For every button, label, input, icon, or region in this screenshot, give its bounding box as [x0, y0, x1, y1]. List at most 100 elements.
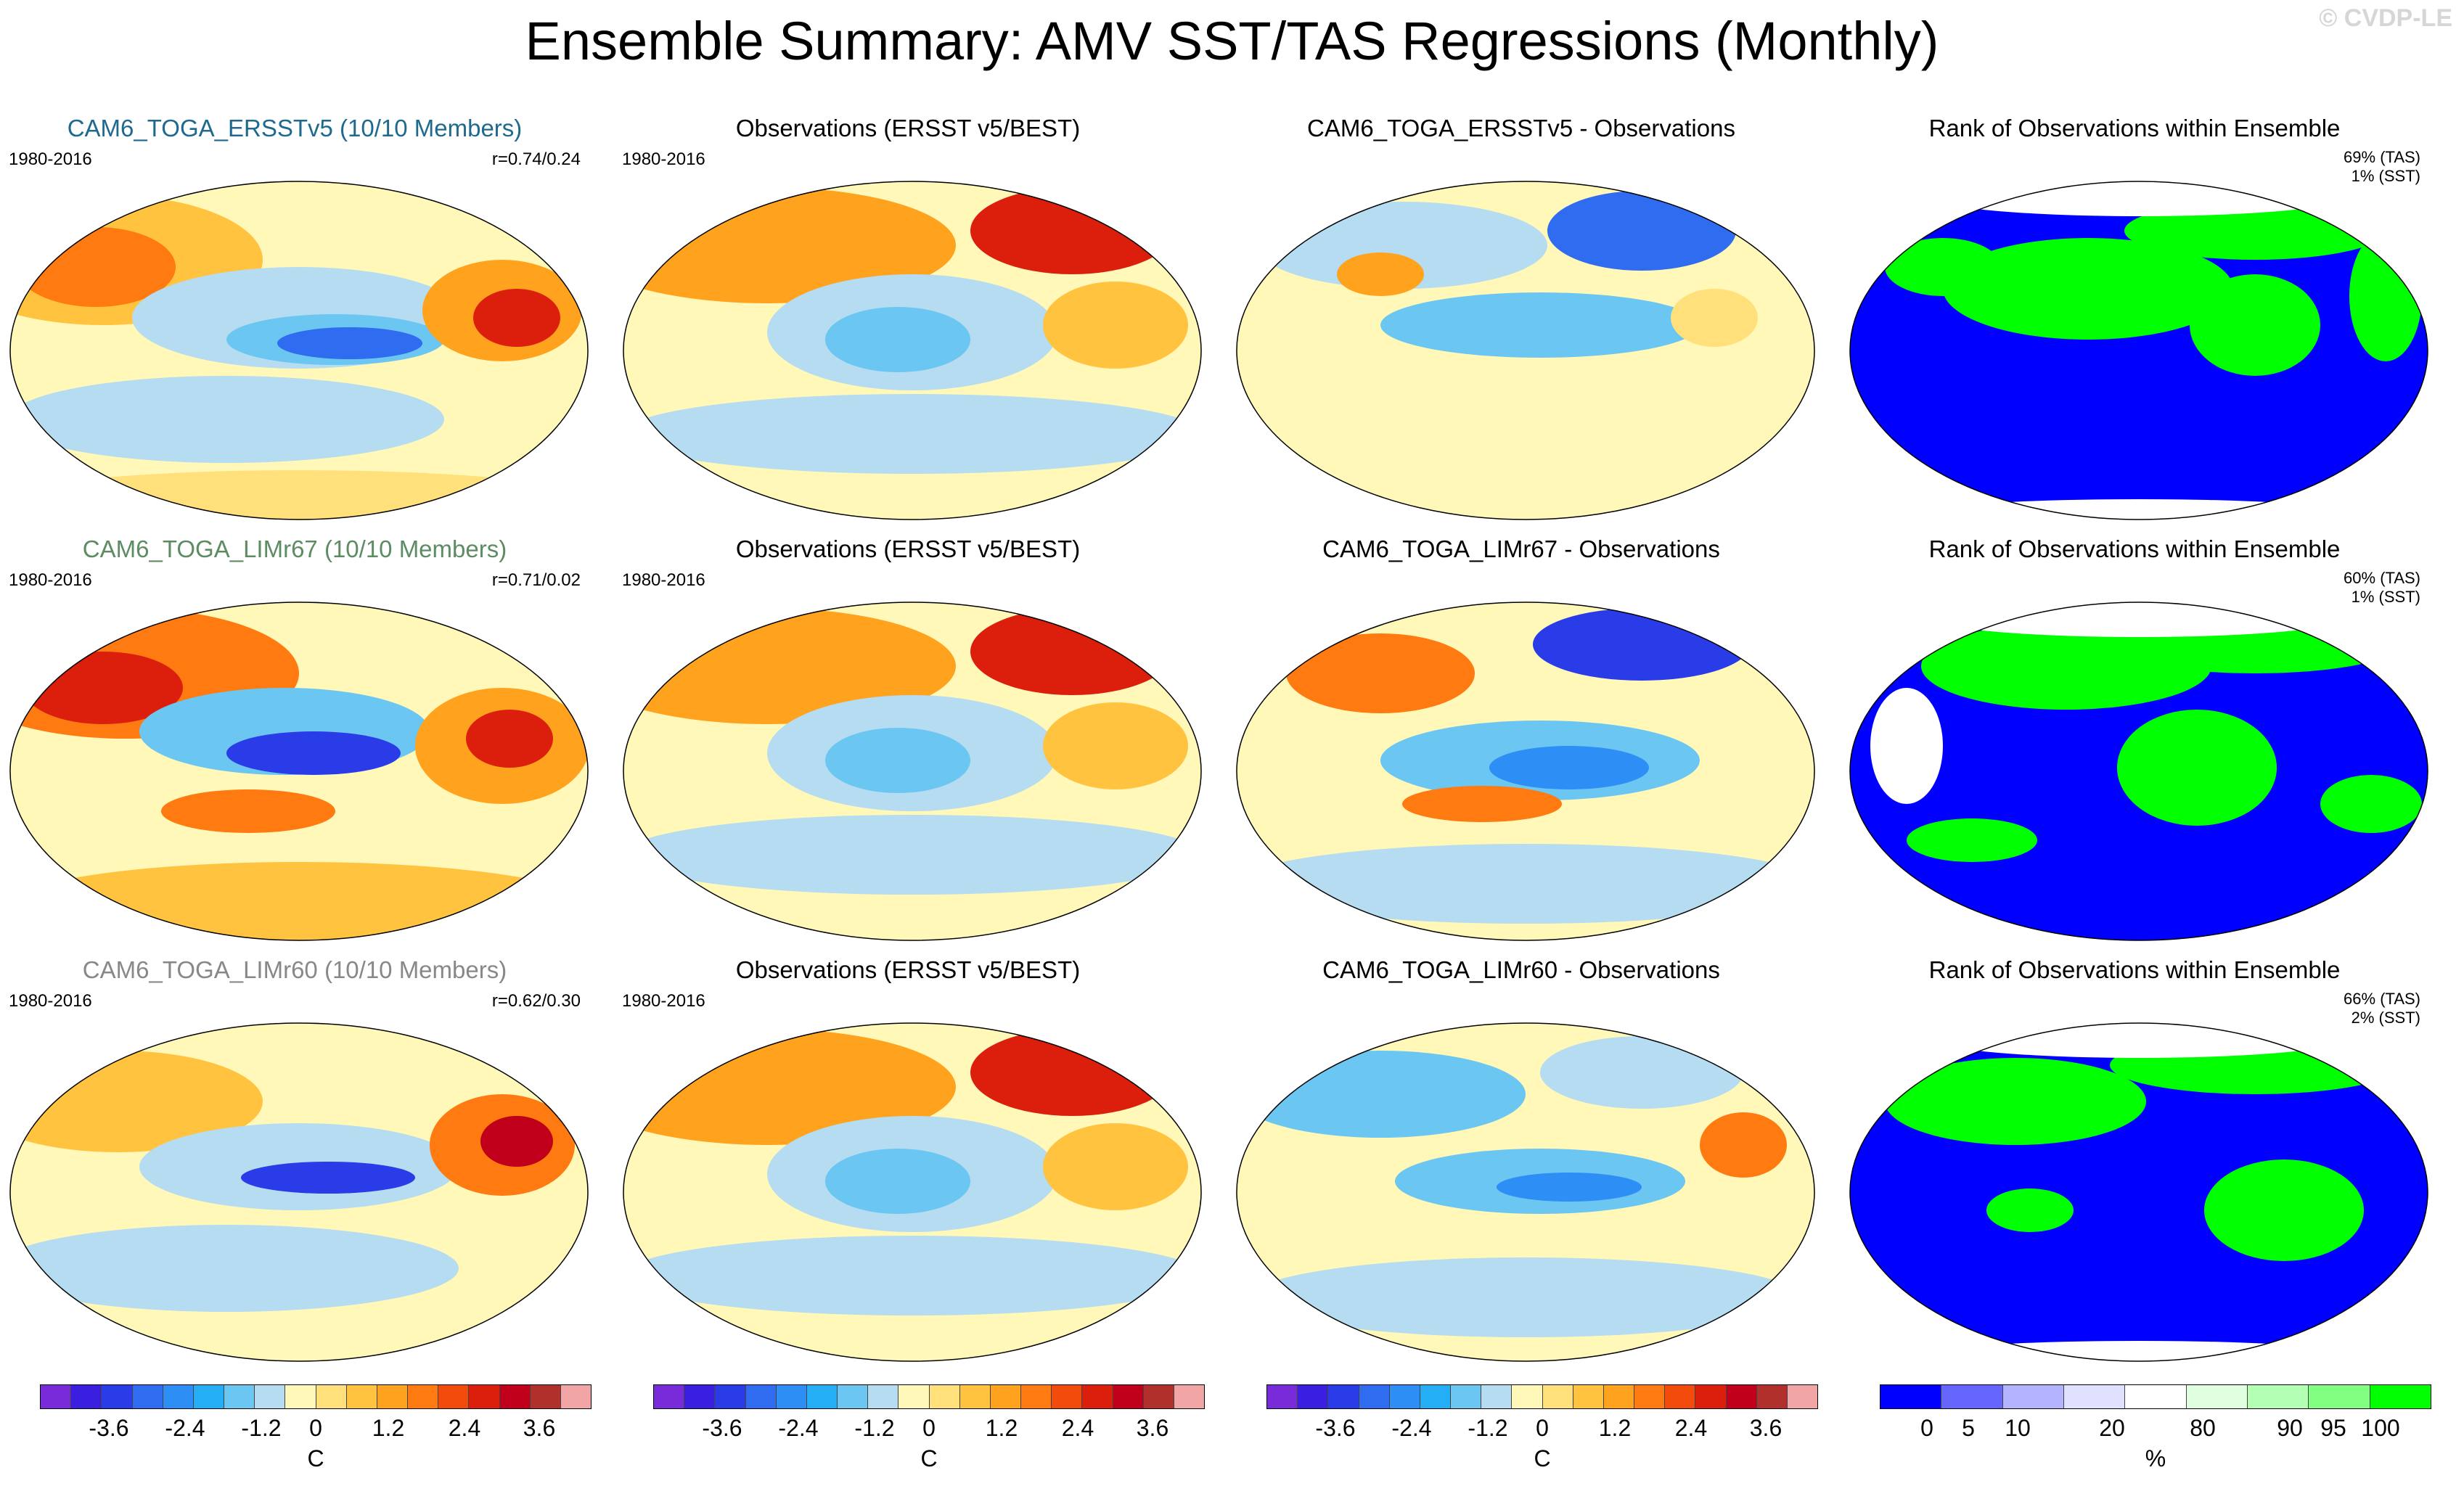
panel-title: Observations (ERSST v5/BEST) [735, 535, 1081, 562]
colorbar-swatch [499, 1385, 531, 1408]
colorbar-swatch [193, 1385, 225, 1408]
colorbar-swatch [1113, 1385, 1144, 1408]
map-obs-2 [622, 601, 1203, 942]
rank-sst-label: 1% (SST) [2351, 588, 2420, 606]
panel-diff-1: CAM6_TOGA_ERSSTv5 - Observations [1227, 115, 1816, 521]
colorbar-swatch [1082, 1385, 1113, 1408]
rank-tas-label: 66% (TAS) [2344, 990, 2420, 1008]
panel-title: CAM6_TOGA_LIMr67 (10/10 Members) [82, 535, 507, 562]
panel-rank-3: Rank of Observations within Ensemble 66%… [1840, 956, 2429, 1363]
colorbar-swatch [806, 1385, 838, 1408]
colorbar-tick: 90 [2277, 1415, 2303, 1441]
panel-title: Observations (ERSST v5/BEST) [735, 956, 1081, 983]
panel-rank-1: Rank of Observations within Ensemble 69%… [1840, 115, 2429, 521]
period-label: 1980-2016 [622, 149, 705, 169]
period-label: 1980-2016 [622, 570, 705, 590]
colorbar-swatch [2247, 1385, 2309, 1408]
panel-title: Rank of Observations within Ensemble [1928, 115, 2341, 141]
colorbar-tick: -3.6 [1315, 1415, 1356, 1441]
watermark: © CVDP-LE [2319, 4, 2452, 32]
colorbar-swatch [224, 1385, 255, 1408]
rank-tas-label: 60% (TAS) [2344, 569, 2420, 587]
figure-title: Ensemble Summary: AMV SST/TAS Regression… [525, 11, 1939, 71]
colorbar-tick: 1.2 [985, 1415, 1018, 1441]
rank-sst-label: 1% (SST) [2351, 167, 2420, 185]
colorbar-tick: 0 [1536, 1415, 1549, 1441]
colorbar-model: -3.6 -2.4 -1.2 0 1.2 2.4 3.6 C [40, 1384, 592, 1479]
colorbar-swatch [684, 1385, 716, 1408]
colorbar-tick: -1.2 [241, 1415, 282, 1441]
colorbar-swatch [1052, 1385, 1083, 1408]
colorbar-swatch [530, 1385, 561, 1408]
panel-title: Rank of Observations within Ensemble [1928, 956, 2341, 983]
panel-title: Rank of Observations within Ensemble [1928, 535, 2341, 562]
map-diff-3 [1235, 1022, 1816, 1363]
colorbar-swatch [1021, 1385, 1052, 1408]
colorbar-swatch [132, 1385, 163, 1408]
colorbar-swatch [102, 1385, 133, 1408]
panel-obs-3: Observations (ERSST v5/BEST) 1980-2016 [613, 956, 1203, 1363]
colorbar-swatch [316, 1385, 347, 1408]
rank-sst-label: 2% (SST) [2351, 1009, 2420, 1027]
colorbar-swatch [2063, 1385, 2126, 1408]
period-label: 1980-2016 [622, 991, 705, 1011]
colorbar-swatch [163, 1385, 194, 1408]
colorbar-swatch [1267, 1385, 1298, 1408]
colorbar-swatch [255, 1385, 286, 1408]
colorbar-unit: C [920, 1445, 938, 1471]
panel-model-1: CAM6_TOGA_ERSSTv5 (10/10 Members) 1980-2… [0, 115, 589, 521]
colorbar-unit: C [307, 1445, 324, 1471]
colorbar-swatch [2125, 1385, 2187, 1408]
colorbar-swatch [2370, 1385, 2431, 1408]
colorbar-tick: -2.4 [1391, 1415, 1432, 1441]
map-obs-1 [622, 180, 1203, 521]
colorbar-tick: 3.6 [1136, 1415, 1169, 1441]
panel-title: CAM6_TOGA_LIMr67 - Observations [1322, 535, 1720, 562]
map-model-2 [9, 601, 589, 942]
colorbar-tick: -3.6 [702, 1415, 742, 1441]
rank-tas-label: 69% (TAS) [2344, 148, 2420, 166]
colorbar-tick: 20 [2099, 1415, 2125, 1441]
colorbar-swatch [285, 1385, 316, 1408]
colorbar-tick: -1.2 [1468, 1415, 1508, 1441]
colorbar-tick: 2.4 [1061, 1415, 1094, 1441]
colorbar-swatch [1756, 1385, 1788, 1408]
colorbar-obs: -3.6 -2.4 -1.2 0 1.2 2.4 3.6 C [653, 1384, 1205, 1479]
colorbar-unit: C [1534, 1445, 1551, 1471]
colorbar-swatch [469, 1385, 500, 1408]
colorbar-tick: 1.2 [372, 1415, 405, 1441]
colorbar-boxes [653, 1384, 1205, 1409]
colorbar-swatch [560, 1385, 592, 1408]
colorbar-swatch [1573, 1385, 1604, 1408]
colorbar-tick: 0 [309, 1415, 322, 1441]
colorbar-swatch [1420, 1385, 1452, 1408]
map-rank-3 [1849, 1022, 2429, 1363]
colorbar-swatch [776, 1385, 807, 1408]
colorbar-swatch [868, 1385, 899, 1408]
colorbar-tick: 0 [1920, 1415, 1933, 1441]
colorbar-swatch [346, 1385, 377, 1408]
colorbar-tick: 1.2 [1598, 1415, 1632, 1441]
colorbar-swatch [959, 1385, 991, 1408]
colorbar-tick: 100 [2361, 1415, 2400, 1441]
correlation-label: r=0.62/0.30 [491, 991, 581, 1011]
colorbar-swatch [654, 1385, 685, 1408]
panel-title: Observations (ERSST v5/BEST) [735, 115, 1081, 141]
colorbar-tick: 3.6 [1749, 1415, 1782, 1441]
colorbar-swatch [377, 1385, 409, 1408]
colorbar-swatch [745, 1385, 777, 1408]
colorbar-swatch [1941, 1385, 2003, 1408]
map-diff-1 [1235, 180, 1816, 521]
colorbar-swatch [1634, 1385, 1666, 1408]
panel-diff-2: CAM6_TOGA_LIMr67 - Observations [1227, 535, 1816, 942]
panel-model-2: CAM6_TOGA_LIMr67 (10/10 Members) 1980-20… [0, 535, 589, 942]
colorbar-swatch [2002, 1385, 2064, 1408]
colorbar-swatch [1298, 1385, 1329, 1408]
colorbar-tick: 0 [922, 1415, 936, 1441]
colorbar-tick: 2.4 [1674, 1415, 1708, 1441]
colorbar-swatch [1451, 1385, 1482, 1408]
panel-title: CAM6_TOGA_LIMr60 (10/10 Members) [82, 956, 507, 983]
panel-rank-2: Rank of Observations within Ensemble 60%… [1840, 535, 2429, 942]
colorbar-tick: 10 [2005, 1415, 2031, 1441]
colorbar-swatch [2309, 1385, 2370, 1408]
